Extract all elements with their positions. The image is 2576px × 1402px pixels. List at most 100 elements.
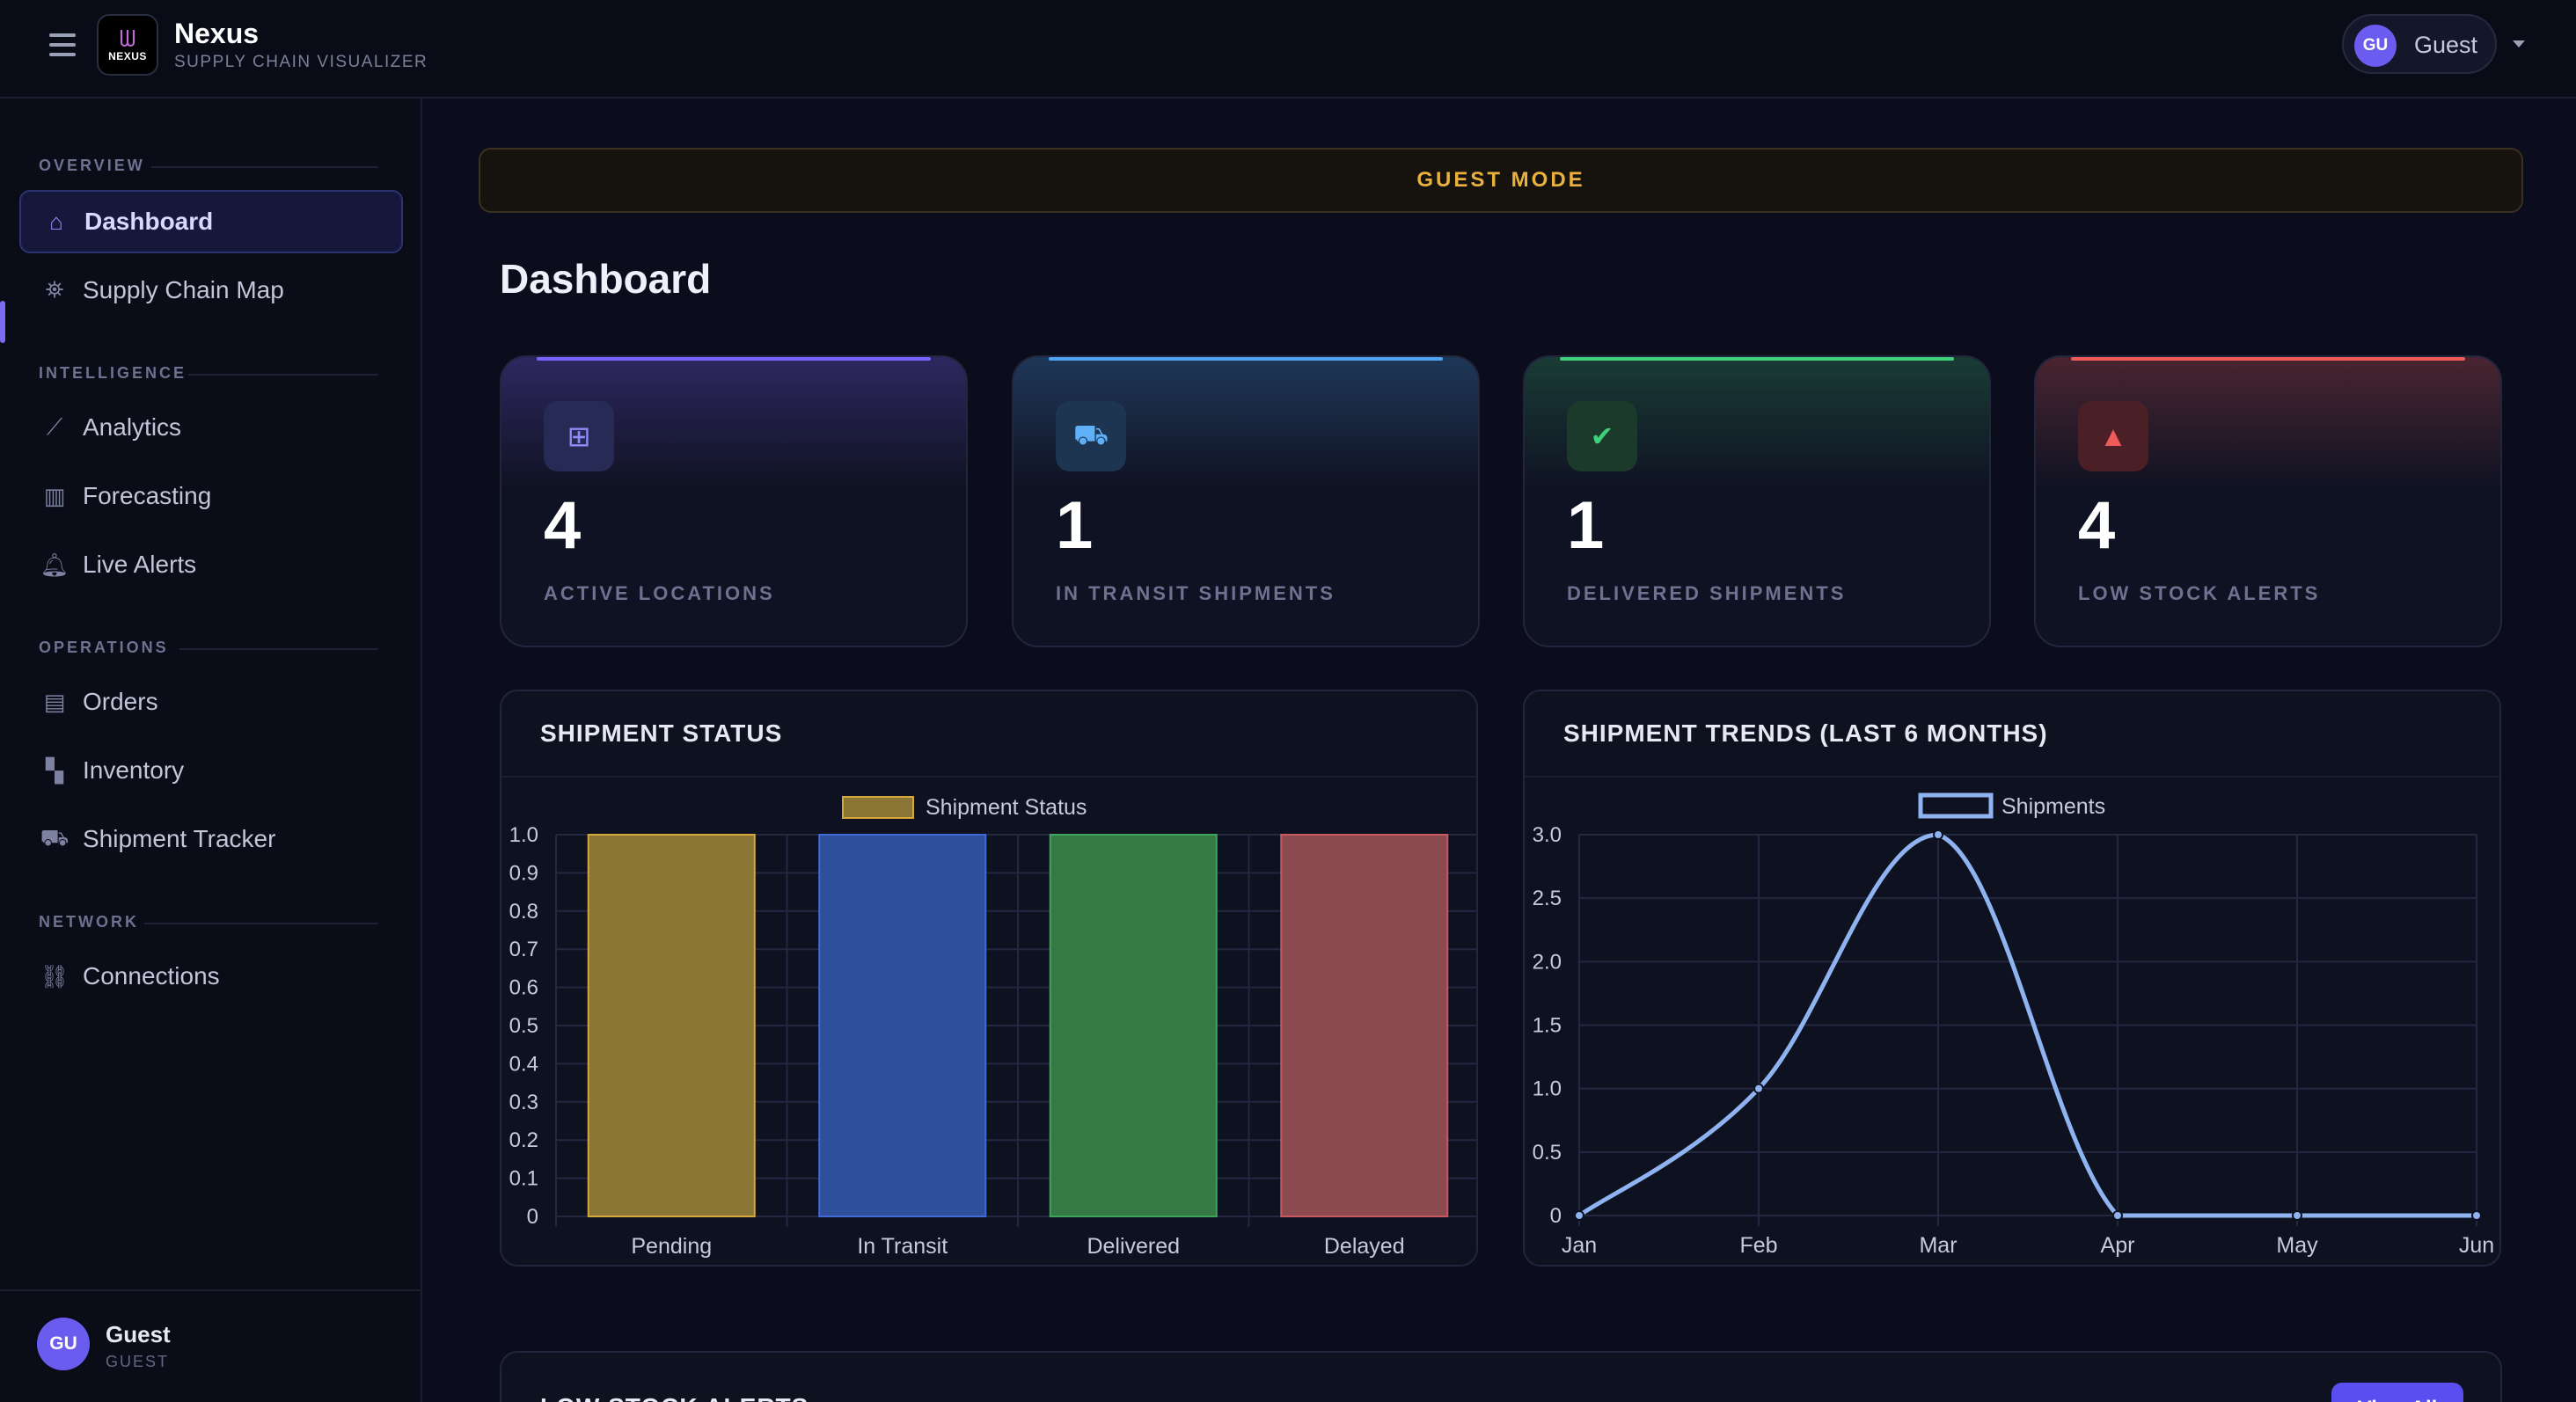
sidebar-item-forecasting[interactable]: ▥ Forecasting <box>19 464 403 528</box>
warning-icon: ▲ <box>2078 401 2148 471</box>
section-title: LOW STOCK ALERTS <box>540 1393 809 1402</box>
sidebar-item-label: Dashboard <box>84 208 214 235</box>
data-point <box>1574 1210 1584 1221</box>
stat-value: 4 <box>544 488 582 563</box>
app-name: Nexus <box>174 18 260 49</box>
x-tick-label: Feb <box>1739 1233 1777 1258</box>
check-circle-icon: ✔ <box>1567 401 1637 471</box>
sidebar-item-shipment-tracker[interactable]: ⛟ Shipment Tracker <box>19 807 403 871</box>
logo-mark-icon: ᗯ <box>119 26 136 52</box>
logo-text: NEXUS <box>108 50 147 62</box>
sidebar-item-label: Analytics <box>83 413 182 441</box>
stat-value: 1 <box>1056 488 1094 563</box>
map-icon: ⛯ <box>45 276 64 303</box>
y-tick-label: 0.9 <box>509 861 538 885</box>
y-tick-label: 1.5 <box>1533 1014 1562 1038</box>
sidebar-item-label: Live Alerts <box>83 551 197 578</box>
stat-card-low-stock: ▲ 4 LOW STOCK ALERTS <box>2034 355 2502 647</box>
stat-card-active-locations: ⊞ 4 ACTIVE LOCATIONS <box>500 355 968 647</box>
bell-icon: 🔔︎ <box>40 551 70 578</box>
data-point <box>1933 829 1943 840</box>
legend-label: Shipment Status <box>926 795 1087 820</box>
bar <box>587 834 756 1217</box>
sidebar-item-live-alerts[interactable]: 🔔︎ Live Alerts <box>19 533 403 596</box>
x-tick-label: Jun <box>2459 1233 2494 1258</box>
y-tick-label: 2.0 <box>1533 950 1562 974</box>
sidebar-item-label: Forecasting <box>83 482 212 509</box>
sidebar-item-inventory[interactable]: ▚ Inventory <box>19 739 403 802</box>
low-stock-card: LOW STOCK ALERTS View All <box>500 1351 2502 1402</box>
sidebar-item-label: Connections <box>83 962 220 989</box>
avatar: GU <box>2354 25 2397 67</box>
y-tick-label: 2.5 <box>1533 887 1562 910</box>
network-icon: ⊞ <box>544 401 614 471</box>
sidebar: OVERVIEW ⌂ Dashboard ⛯ Supply Chain Map … <box>0 99 422 1402</box>
top-bar: ᗯ NEXUS Nexus SUPPLY CHAIN VISUALIZER GU… <box>0 0 2576 99</box>
chart-bar-icon: ▥ <box>43 482 66 509</box>
data-point <box>2292 1210 2302 1221</box>
chart-title: SHIPMENT STATUS <box>540 719 783 747</box>
sidebar-item-label: Supply Chain Map <box>83 276 284 303</box>
shipment-status-chart: 0 0.1 0.2 0.3 0.4 0.5 0.6 0.7 0.8 0.9 1.0 Pending In… <box>509 795 1476 1259</box>
x-tick-label: Apr <box>2101 1233 2135 1258</box>
avatar: GU <box>37 1318 90 1370</box>
stat-label: DELIVERED SHIPMENTS <box>1567 582 1847 604</box>
legend-swatch <box>1918 792 1994 819</box>
x-tick-label: Jan <box>1562 1233 1597 1258</box>
stat-value: 4 <box>2078 488 2116 563</box>
sidebar-item-analytics[interactable]: ⟋ Analytics <box>19 396 403 459</box>
user-role: GUEST <box>106 1353 170 1370</box>
y-tick-label: 0.8 <box>509 900 538 924</box>
stat-value: 1 <box>1567 488 1605 563</box>
link-icon: ⛓ <box>40 962 70 989</box>
bar <box>818 834 987 1217</box>
truck-icon: ⛟ <box>40 823 70 851</box>
user-menu-button[interactable]: GU Guest <box>2342 14 2497 74</box>
section-intelligence: INTELLIGENCE <box>39 364 379 382</box>
y-tick-label: 1.0 <box>1533 1077 1562 1101</box>
stat-label: ACTIVE LOCATIONS <box>544 582 775 604</box>
y-tick-label: 1.0 <box>509 823 538 847</box>
y-tick-label: 0 <box>1550 1204 1562 1228</box>
user-name: Guest <box>106 1321 171 1347</box>
y-tick-label: 0.4 <box>509 1052 538 1076</box>
y-tick-label: 0.6 <box>509 976 538 1000</box>
y-tick-label: 0.3 <box>509 1091 538 1114</box>
app-logo: ᗯ NEXUS <box>97 14 158 76</box>
home-icon: ⌂ <box>49 208 63 235</box>
y-tick-label: 0 <box>527 1205 538 1229</box>
chevron-down-icon[interactable] <box>2513 40 2525 47</box>
active-indicator <box>0 301 5 343</box>
chart-title: SHIPMENT TRENDS (LAST 6 MONTHS) <box>1563 719 2048 747</box>
x-tick-label: Pending <box>631 1234 712 1259</box>
stat-label: LOW STOCK ALERTS <box>2078 582 2321 604</box>
shipment-trends-chart: 0 0.5 1.0 1.5 2.0 2.5 3.0 Jan Feb Mar Apr May Jun Shi… <box>1533 792 2494 1258</box>
y-tick-label: 0.5 <box>509 1014 538 1038</box>
data-point <box>1753 1083 1764 1094</box>
x-tick-label: Delayed <box>1324 1234 1405 1259</box>
sidebar-item-connections[interactable]: ⛓ Connections <box>19 945 403 1008</box>
sidebar-user[interactable]: GU Guest GUEST <box>0 1289 421 1402</box>
stat-label: IN TRANSIT SHIPMENTS <box>1056 582 1336 604</box>
legend-swatch <box>842 796 914 819</box>
guest-mode-banner: GUEST MODE <box>479 148 2523 213</box>
section-overview: OVERVIEW <box>39 157 378 174</box>
section-network: NETWORK <box>39 913 378 931</box>
chart-line-icon: ⟋ <box>46 413 63 440</box>
x-tick-label: In Transit <box>857 1234 948 1259</box>
sidebar-item-dashboard[interactable]: ⌂ Dashboard <box>19 190 403 253</box>
y-tick-label: 0.5 <box>1533 1141 1562 1165</box>
user-name: Guest <box>2414 32 2478 58</box>
page-title: Dashboard <box>500 256 712 302</box>
y-tick-label: 0.7 <box>509 938 538 961</box>
clipboard-icon: ▤ <box>43 688 66 715</box>
sidebar-item-label: Inventory <box>83 756 185 784</box>
x-tick-label: May <box>2276 1233 2318 1258</box>
view-all-button[interactable]: View All <box>2331 1383 2463 1402</box>
menu-icon[interactable] <box>49 33 76 56</box>
sidebar-item-supply-chain-map[interactable]: ⛯ Supply Chain Map <box>19 259 403 322</box>
sidebar-item-orders[interactable]: ▤ Orders <box>19 670 403 734</box>
y-tick-label: 0.1 <box>509 1167 538 1191</box>
y-tick-label: 3.0 <box>1533 823 1562 847</box>
sidebar-item-label: Shipment Tracker <box>83 825 276 852</box>
